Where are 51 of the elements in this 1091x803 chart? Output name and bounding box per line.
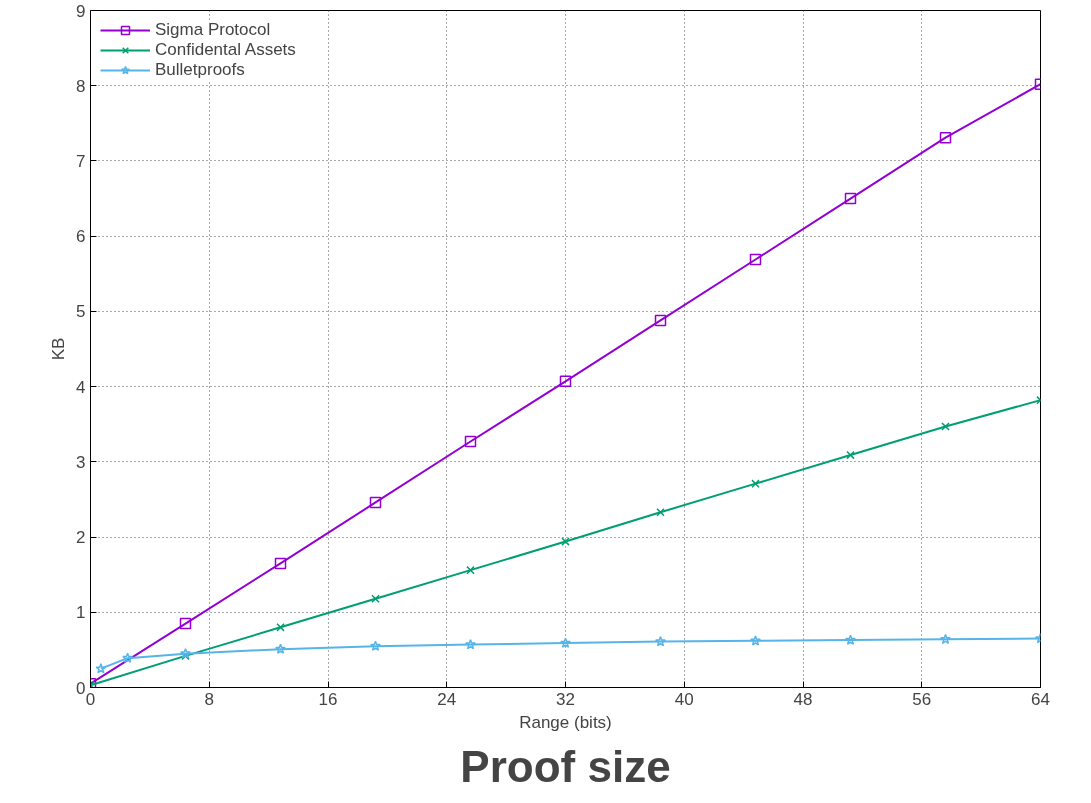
x-tick-label: 8 xyxy=(204,689,214,709)
y-tick-label: 6 xyxy=(76,227,86,247)
point xyxy=(371,594,380,604)
point xyxy=(95,662,107,674)
point xyxy=(464,638,477,650)
y-tick-label: 3 xyxy=(76,452,86,472)
text: Proof size xyxy=(460,741,671,791)
point xyxy=(369,640,382,651)
y-tick-label: 8 xyxy=(76,76,86,96)
point xyxy=(654,314,667,327)
y-axis-title: KB xyxy=(49,337,69,361)
point xyxy=(179,647,192,659)
point xyxy=(179,617,192,630)
y-tick-label: 7 xyxy=(76,151,86,171)
point xyxy=(939,633,952,645)
point xyxy=(751,479,760,488)
point xyxy=(122,652,134,663)
point xyxy=(559,375,572,388)
x-tick-label: 48 xyxy=(793,689,813,709)
point xyxy=(561,537,570,546)
point xyxy=(941,422,950,431)
point xyxy=(844,192,857,205)
point xyxy=(656,507,665,517)
x-tick-label: 16 xyxy=(318,689,338,709)
point xyxy=(276,623,285,632)
y-tick-label: 1 xyxy=(76,603,86,623)
point xyxy=(749,635,762,646)
x-axis-title: Range (bits) xyxy=(519,712,612,732)
point xyxy=(274,643,287,654)
y-tick-label: 4 xyxy=(76,377,86,397)
point xyxy=(274,557,287,570)
x-tick-label: 32 xyxy=(556,689,575,709)
point xyxy=(654,635,667,647)
point xyxy=(559,637,572,648)
point xyxy=(846,450,855,460)
legend-label: Confidental Assets xyxy=(155,40,296,60)
y-tick-label: 2 xyxy=(76,528,86,548)
point xyxy=(749,253,762,266)
x-tick-label: 40 xyxy=(674,689,694,709)
x-tick-label: 56 xyxy=(912,689,932,709)
legend-label: Bulletproofs xyxy=(155,60,245,80)
point xyxy=(466,565,475,575)
y-tick-label: 5 xyxy=(76,302,86,322)
legend-label: Sigma Protocol xyxy=(155,20,271,40)
point xyxy=(369,496,382,509)
x-tick-label: 64 xyxy=(1031,689,1050,709)
point xyxy=(844,634,857,645)
x-tick-label: 24 xyxy=(437,689,457,709)
y-tick-label: 9 xyxy=(76,1,86,21)
point xyxy=(939,131,952,144)
point xyxy=(464,435,477,448)
